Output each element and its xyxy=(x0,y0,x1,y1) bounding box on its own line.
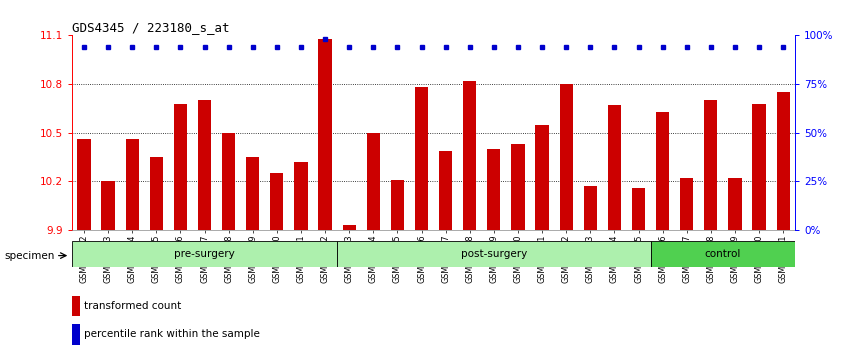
Text: post-surgery: post-surgery xyxy=(461,249,527,259)
Bar xyxy=(222,133,235,230)
Text: specimen: specimen xyxy=(4,251,55,261)
Bar xyxy=(391,180,404,230)
Bar xyxy=(439,150,453,230)
Bar xyxy=(656,112,669,230)
Bar xyxy=(651,241,795,267)
Bar xyxy=(607,105,621,230)
Bar xyxy=(366,133,380,230)
Bar xyxy=(125,139,139,230)
Bar xyxy=(150,157,163,230)
Bar xyxy=(72,241,337,267)
Bar xyxy=(559,84,573,230)
Bar xyxy=(463,81,476,230)
Bar xyxy=(511,144,525,230)
Bar xyxy=(704,100,717,230)
Bar xyxy=(270,173,283,230)
Bar xyxy=(72,296,80,316)
Bar xyxy=(752,103,766,230)
Bar xyxy=(246,157,260,230)
Text: transformed count: transformed count xyxy=(84,301,181,311)
Text: percentile rank within the sample: percentile rank within the sample xyxy=(84,330,260,339)
Bar xyxy=(487,149,501,230)
Bar xyxy=(294,162,308,230)
Bar xyxy=(337,241,651,267)
Bar xyxy=(72,324,80,345)
Bar xyxy=(102,182,115,230)
Bar xyxy=(536,125,549,230)
Bar xyxy=(777,92,790,230)
Bar xyxy=(632,188,645,230)
Bar xyxy=(343,225,356,230)
Bar xyxy=(415,87,428,230)
Text: pre-surgery: pre-surgery xyxy=(174,249,235,259)
Bar xyxy=(728,178,742,230)
Bar xyxy=(318,39,332,230)
Bar xyxy=(77,139,91,230)
Bar xyxy=(173,103,187,230)
Bar xyxy=(680,178,694,230)
Text: GDS4345 / 223180_s_at: GDS4345 / 223180_s_at xyxy=(72,21,229,34)
Text: control: control xyxy=(705,249,741,259)
Bar xyxy=(584,186,597,230)
Bar xyxy=(198,100,212,230)
